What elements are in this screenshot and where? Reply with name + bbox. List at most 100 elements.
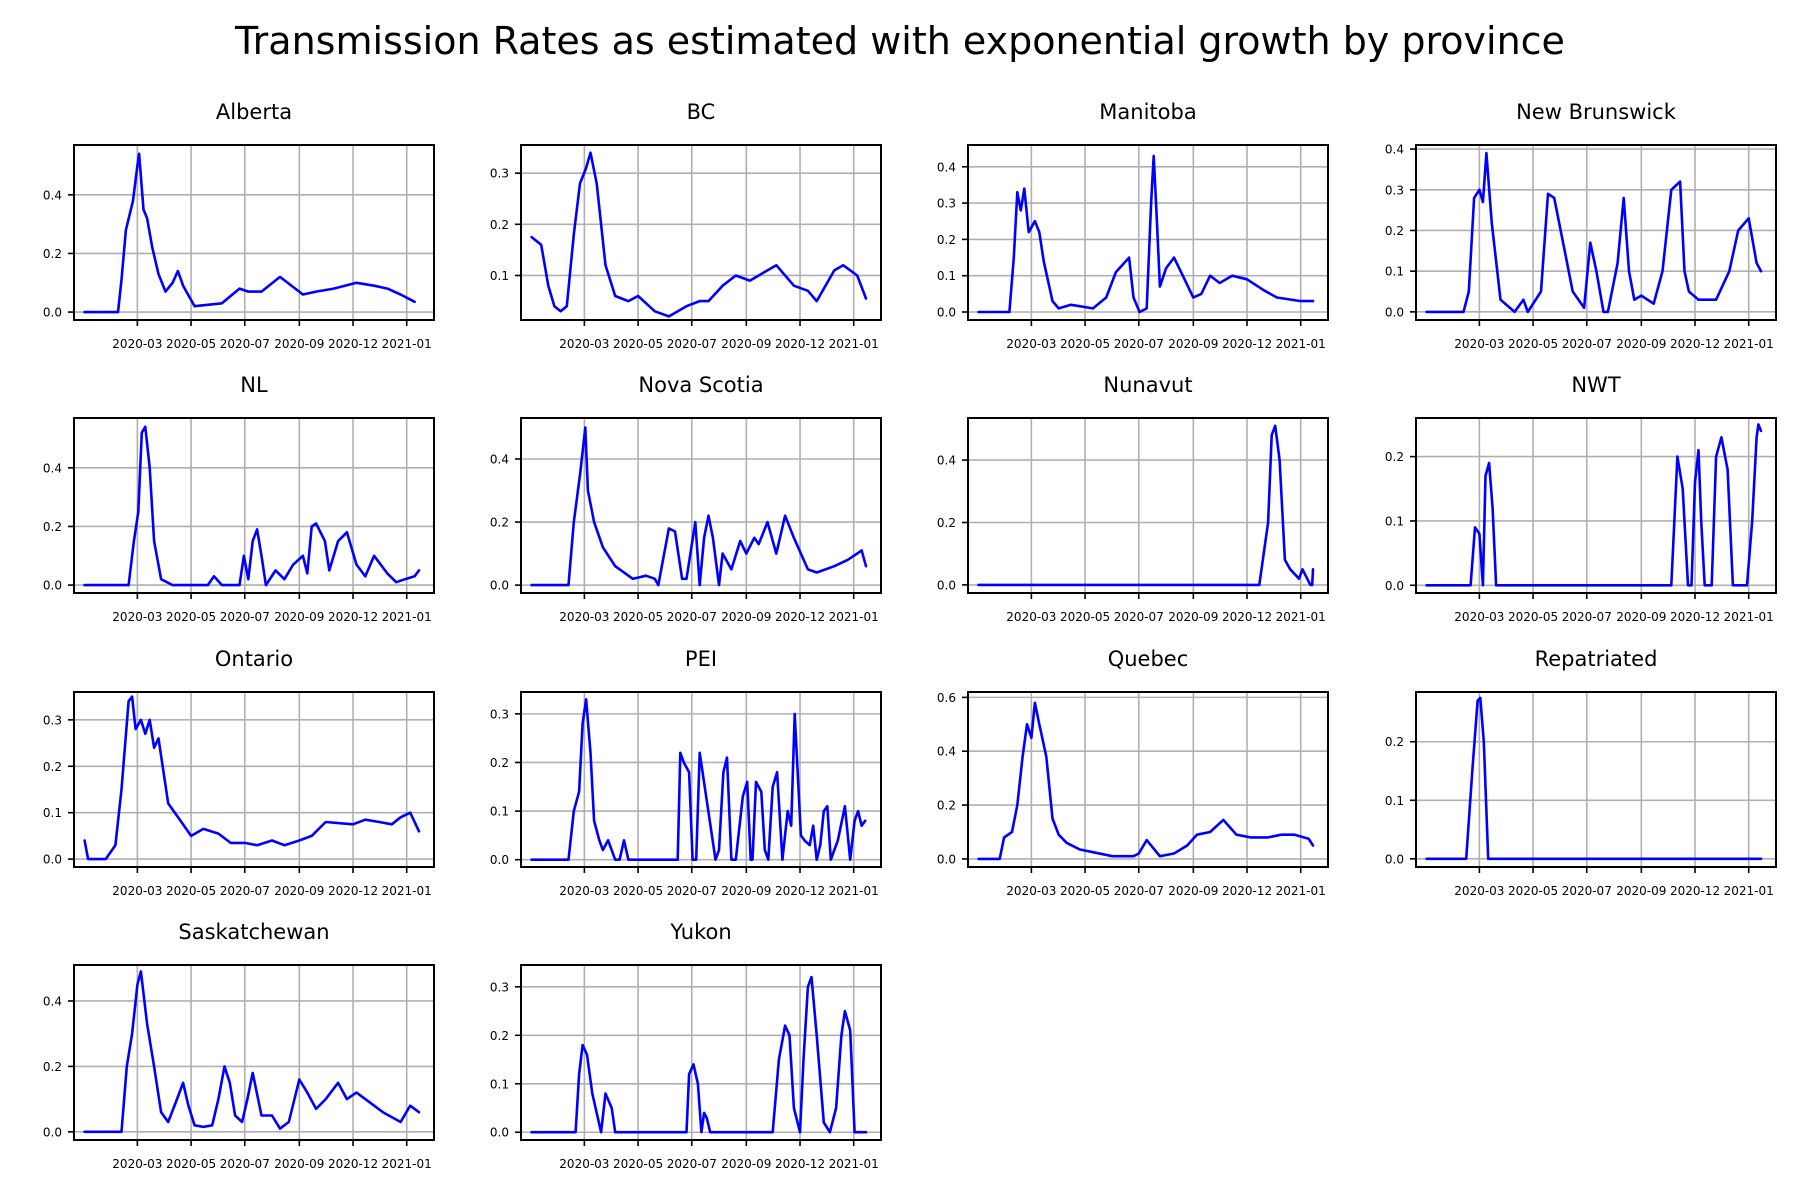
y-tick-label: 0.0 (43, 579, 62, 593)
series-line (83, 425, 421, 587)
y-tick-label: 0.4 (937, 160, 956, 174)
axes-frame (1415, 691, 1777, 868)
y-tick-label: 0.2 (490, 218, 509, 232)
x-tick-label: 2021-01 (1276, 337, 1326, 351)
y-tick-label: 0.3 (490, 980, 509, 994)
x-tick-label: 2020-07 (1562, 884, 1612, 898)
y-tick-label: 0.1 (1385, 514, 1404, 528)
y-tick-label: 0.3 (490, 707, 509, 721)
series-line (530, 426, 868, 587)
y-tick-label: 0.1 (43, 806, 62, 820)
axes-frame (73, 417, 435, 594)
x-tick-label: 2020-07 (220, 610, 270, 624)
subplot-bc: BC 2020-03 2020-05 2020-07 2020-09 2020-12 202… (490, 100, 882, 351)
x-tick-label: 2021-01 (382, 884, 432, 898)
x-tick-label: 2020-12 (1670, 610, 1720, 624)
y-tick-label: 0.1 (1385, 794, 1404, 808)
panel-title: New Brunswick (1516, 100, 1677, 124)
y-tick-label: 0.2 (43, 247, 62, 261)
x-tick-label: 2020-09 (1616, 610, 1666, 624)
y-tick-label: 0.4 (43, 994, 62, 1008)
x-tick-label: 2020-09 (1616, 337, 1666, 351)
x-tick-label: 2020-05 (1060, 884, 1110, 898)
x-tick-label: 2020-07 (1114, 610, 1164, 624)
y-tick-label: 0.0 (490, 579, 509, 593)
x-tick-label: 2020-03 (1006, 610, 1056, 624)
x-tick-label: 2020-03 (1006, 337, 1056, 351)
figure-title: Transmission Rates as estimated with exp… (234, 19, 1565, 63)
x-tick-label: 2021-01 (829, 337, 879, 351)
panel-title: Manitoba (1099, 100, 1196, 124)
x-tick-label: 2020-05 (166, 884, 216, 898)
series-line (530, 151, 868, 318)
x-tick-label: 2020-05 (166, 1157, 216, 1171)
panel-title: Alberta (216, 100, 292, 124)
axes-frame (1415, 417, 1777, 594)
y-tick-label: 0.0 (1385, 579, 1404, 593)
x-tick-label: 2020-05 (613, 884, 663, 898)
subplot-yukon: Yukon 2020-03 2020-05 2020-07 2020-09 2020-12… (490, 920, 882, 1171)
subplot-repatriated: Repatriated 2020-03 2020-05 2020-07 2020-09 2… (1385, 647, 1777, 898)
x-tick-label: 2021-01 (382, 337, 432, 351)
x-tick-label: 2020-05 (1508, 610, 1558, 624)
x-tick-label: 2020-09 (274, 884, 324, 898)
y-tick-label: 0.0 (490, 1126, 509, 1140)
x-tick-label: 2020-03 (112, 1157, 162, 1171)
axes-frame (967, 144, 1329, 321)
x-tick-label: 2020-09 (721, 610, 771, 624)
y-tick-label: 0.2 (490, 1029, 509, 1043)
x-tick-label: 2020-07 (1562, 610, 1612, 624)
x-tick-label: 2020-12 (1670, 884, 1720, 898)
x-tick-label: 2021-01 (1724, 610, 1774, 624)
x-tick-label: 2020-09 (721, 1157, 771, 1171)
axes-frame (967, 417, 1329, 594)
x-tick-label: 2020-07 (220, 1157, 270, 1171)
panel-title: NWT (1571, 373, 1620, 397)
x-tick-label: 2021-01 (829, 1157, 879, 1171)
axes-frame (967, 691, 1329, 868)
series-line (1425, 423, 1763, 587)
x-tick-label: 2020-05 (613, 1157, 663, 1171)
x-tick-label: 2020-03 (1006, 884, 1056, 898)
y-tick-label: 0.0 (43, 306, 62, 320)
panel-title: NL (240, 373, 268, 397)
x-tick-label: 2020-07 (667, 337, 717, 351)
y-tick-label: 0.3 (937, 197, 956, 211)
x-tick-label: 2020-12 (1670, 337, 1720, 351)
x-tick-label: 2020-03 (1454, 610, 1504, 624)
y-tick-label: 0.0 (1385, 305, 1404, 319)
series-line (977, 154, 1315, 314)
x-tick-label: 2020-07 (220, 337, 270, 351)
axes-frame (73, 144, 435, 321)
y-tick-label: 0.1 (937, 269, 956, 283)
series-line (530, 975, 868, 1134)
x-tick-label: 2020-05 (1060, 337, 1110, 351)
panel-title: Saskatchewan (178, 920, 329, 944)
y-tick-label: 0.3 (43, 713, 62, 727)
x-tick-label: 2020-05 (166, 610, 216, 624)
x-tick-label: 2021-01 (1724, 884, 1774, 898)
panel-title: Yukon (669, 920, 731, 944)
y-tick-label: 0.3 (1385, 183, 1404, 197)
x-tick-label: 2020-07 (1114, 337, 1164, 351)
y-tick-label: 0.4 (1385, 143, 1404, 157)
x-tick-label: 2021-01 (829, 884, 879, 898)
subplot-manitoba: Manitoba 2020-03 2020-05 2020-07 2020-09 2020… (937, 100, 1329, 351)
x-tick-label: 2020-03 (1454, 884, 1504, 898)
x-tick-label: 2020-12 (775, 610, 825, 624)
x-tick-label: 2020-09 (1616, 884, 1666, 898)
x-tick-label: 2020-09 (1168, 610, 1218, 624)
x-tick-label: 2020-12 (328, 337, 378, 351)
series-line (1425, 151, 1763, 314)
y-tick-label: 0.2 (490, 756, 509, 770)
x-tick-label: 2020-09 (274, 1157, 324, 1171)
y-tick-label: 0.0 (937, 306, 956, 320)
axes-frame (520, 144, 882, 321)
y-tick-label: 0.4 (43, 461, 62, 475)
x-tick-label: 2020-07 (1562, 337, 1612, 351)
x-tick-label: 2020-09 (721, 884, 771, 898)
x-tick-label: 2020-05 (1060, 610, 1110, 624)
y-tick-label: 0.2 (937, 799, 956, 813)
y-tick-label: 0.1 (1385, 265, 1404, 279)
subplot-grid: Alberta 2020-03 2020-05 2020-07 2020-09 2020-… (43, 100, 1777, 1171)
